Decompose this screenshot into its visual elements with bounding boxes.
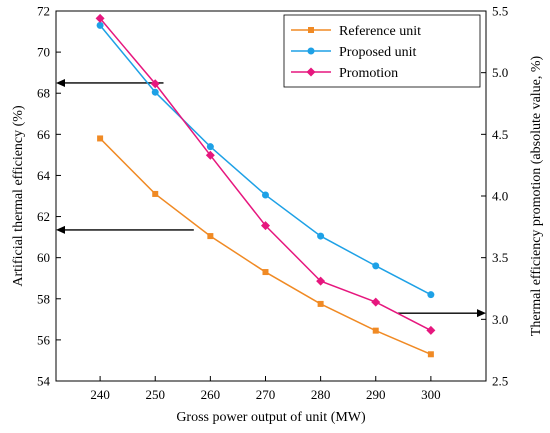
y-tick-label: 62 — [37, 209, 50, 224]
legend-label-reference: Reference unit — [339, 24, 421, 39]
y-tick-label: 70 — [37, 45, 50, 60]
data-point-circle — [151, 88, 159, 96]
y-tick-label: 56 — [37, 332, 51, 347]
x-tick-label: 250 — [145, 387, 165, 402]
y2-tick-label: 3.5 — [492, 250, 508, 265]
legend-marker-proposed — [307, 47, 315, 55]
x-axis-title: Gross power output of unit (MW) — [176, 410, 366, 425]
y-tick-label: 64 — [37, 168, 51, 183]
legend: Reference unit Proposed unit Promotion — [283, 14, 481, 88]
data-point-square — [97, 135, 104, 142]
data-point-circle — [206, 143, 214, 151]
data-point-diamond — [95, 13, 105, 23]
data-point-circle — [261, 191, 269, 199]
data-point-square — [372, 327, 379, 334]
indicator-arrowhead — [56, 225, 65, 234]
series-proposed-unit — [96, 21, 435, 299]
series-layer — [95, 13, 436, 358]
y2-tick-label: 2.5 — [492, 374, 508, 389]
data-point-diamond — [205, 150, 215, 160]
legend-marker-reference — [308, 27, 314, 33]
data-point-circle — [96, 21, 104, 29]
y2-tick-label: 4.5 — [492, 127, 508, 142]
data-point-circle — [372, 262, 380, 270]
y-tick-label: 66 — [37, 127, 51, 142]
data-point-diamond — [260, 221, 270, 231]
indicator-arrowhead — [477, 309, 486, 318]
y2-tick-label: 5.5 — [492, 4, 508, 19]
y-tick-label: 54 — [37, 374, 51, 389]
data-point-diamond — [371, 297, 381, 307]
data-point-square — [152, 190, 159, 197]
indicator-arrowhead — [56, 78, 65, 87]
axis-indicator-layer — [56, 78, 486, 318]
y2-tick-label: 3.0 — [492, 312, 508, 327]
legend-label-promotion: Promotion — [339, 66, 398, 81]
y-tick-label: 68 — [37, 86, 50, 101]
data-point-square — [207, 233, 214, 240]
series-promotion — [95, 13, 436, 335]
data-point-square — [262, 269, 269, 276]
y2-axis-title: Thermal efficiency promotion (absolute v… — [529, 55, 544, 336]
x-tick-label: 290 — [366, 387, 386, 402]
x-tick-label: 300 — [421, 387, 441, 402]
x-tick-label: 260 — [201, 387, 221, 402]
data-point-diamond — [316, 276, 326, 286]
y-tick-label: 72 — [37, 4, 50, 19]
y2-tick-label: 4.0 — [492, 189, 508, 204]
y-tick-label: 60 — [37, 250, 50, 265]
x-tick-label: 270 — [256, 387, 276, 402]
series-line — [99, 137, 432, 355]
y-tick-label: 58 — [37, 291, 50, 306]
data-point-diamond — [426, 325, 436, 335]
tick-layer: 240 250 260 270 280 290 300 54 56 58 60 62 64 66 68 70 7… — [37, 4, 508, 403]
series-reference-unit — [97, 135, 434, 358]
data-point-circle — [317, 232, 325, 240]
data-point-square — [427, 351, 434, 358]
legend-label-proposed: Proposed unit — [339, 45, 417, 60]
data-point-circle — [427, 291, 435, 299]
x-tick-label: 280 — [311, 387, 331, 402]
data-point-square — [317, 300, 324, 307]
y2-tick-label: 5.0 — [492, 65, 508, 80]
data-point-diamond — [150, 79, 160, 89]
legend-marker-promotion — [306, 67, 316, 77]
y-axis-title: Artificial thermal efficiency (%) — [11, 105, 26, 287]
x-tick-label: 240 — [90, 387, 110, 402]
